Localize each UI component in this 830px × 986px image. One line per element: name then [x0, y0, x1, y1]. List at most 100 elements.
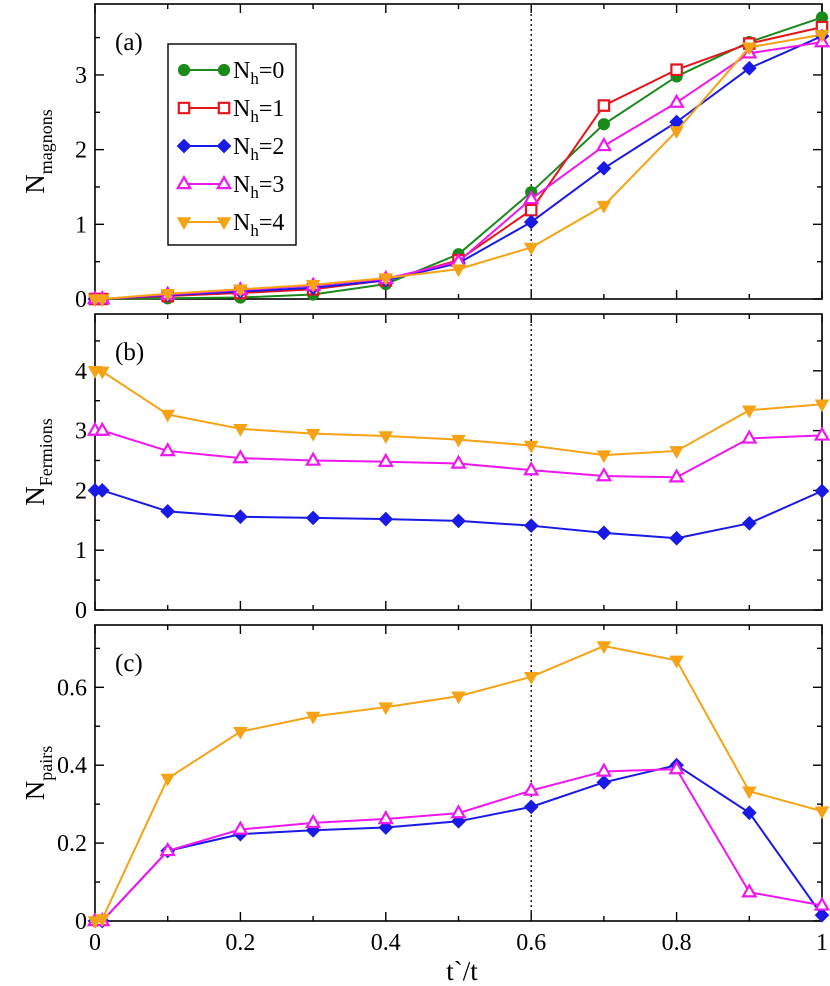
- data-point: [595, 467, 613, 482]
- data-point: [669, 126, 684, 139]
- data-point: [814, 399, 830, 413]
- y-tick-label: 1: [75, 538, 87, 564]
- x-tick-label: 0.8: [662, 930, 692, 956]
- y-tick-label: 0: [75, 598, 87, 624]
- y-tick-label: 0: [75, 287, 87, 313]
- data-point: [596, 774, 612, 790]
- legend-label: Nh=0: [233, 58, 284, 88]
- y-tick-label: 2: [75, 138, 87, 164]
- series-nh-4: [87, 366, 830, 464]
- data-point: [742, 786, 757, 800]
- legend-marker-left: [177, 63, 191, 77]
- data-point: [523, 242, 539, 256]
- legend-marker-right: [216, 217, 232, 230]
- data-point: [159, 441, 176, 457]
- data-point: [741, 429, 758, 444]
- data-point: [159, 841, 176, 857]
- data-point: [377, 452, 394, 467]
- legend-marker-right: [217, 63, 231, 77]
- data-point: [523, 672, 539, 685]
- plot-frame: [94, 624, 823, 922]
- data-point: [94, 294, 110, 307]
- y-tick-label: 3: [75, 419, 87, 445]
- y-axis-title: Nmagnons: [20, 109, 56, 194]
- series-nh-4: [87, 641, 830, 929]
- data-point: [160, 289, 175, 302]
- data-point: [813, 896, 830, 911]
- data-point: [814, 29, 830, 43]
- x-tick-label: 0.6: [516, 930, 546, 956]
- y-tick-label: 0.4: [57, 753, 87, 779]
- data-point: [523, 781, 540, 796]
- data-point: [160, 773, 175, 787]
- data-point: [597, 99, 611, 112]
- data-point: [597, 118, 611, 131]
- data-point: [596, 525, 612, 541]
- data-point: [378, 820, 394, 835]
- data-point: [523, 461, 540, 476]
- data-point: [305, 711, 321, 725]
- legend-marker-left: [176, 138, 192, 154]
- data-point: [523, 189, 540, 205]
- data-point: [524, 203, 538, 217]
- x-tick-label: 0.2: [225, 930, 255, 956]
- data-point: [595, 136, 613, 152]
- data-point: [668, 468, 685, 483]
- series-line: [95, 33, 823, 300]
- data-point: [741, 805, 757, 821]
- data-point: [814, 806, 830, 820]
- series-line: [94, 645, 823, 922]
- y-tick-label: 2: [75, 478, 87, 504]
- legend: Nh=0 Nh=1 Nh=2 Nh=3 Nh=4: [167, 43, 297, 246]
- y-tick-label: 0: [75, 909, 87, 935]
- series-line: [94, 369, 823, 457]
- data-point: [160, 409, 175, 423]
- data-point: [813, 426, 830, 441]
- x-tick-label: 0.4: [371, 930, 401, 956]
- data-point: [305, 280, 321, 293]
- series-nh-4: [87, 29, 830, 307]
- data-point: [378, 702, 394, 716]
- y-tick-label: 3: [75, 63, 87, 89]
- legend-label: Nh=2: [233, 134, 284, 164]
- legend-label: Nh=3: [233, 172, 284, 202]
- data-point: [669, 655, 684, 669]
- data-point: [523, 518, 539, 534]
- data-point: [232, 449, 249, 464]
- data-point: [523, 440, 539, 454]
- legend-marker-right: [216, 138, 232, 154]
- data-point: [304, 813, 322, 829]
- y-tick-label: 0.6: [57, 675, 87, 701]
- series-line: [95, 768, 823, 922]
- data-point: [668, 760, 685, 775]
- data-point: [742, 42, 757, 56]
- legend-marker-left: [175, 175, 193, 190]
- series-line: [95, 429, 823, 479]
- data-point: [304, 451, 322, 466]
- data-point: [741, 883, 758, 898]
- legend-marker-right: [217, 101, 231, 115]
- series-line: [95, 764, 823, 922]
- data-point: [377, 809, 394, 825]
- data-point: [596, 160, 612, 176]
- data-point: [233, 509, 248, 525]
- series-nh-2: [87, 483, 830, 546]
- data-point: [741, 515, 757, 531]
- data-point: [450, 804, 467, 819]
- y-tick-label: 0.2: [57, 831, 87, 857]
- data-point: [523, 214, 539, 230]
- legend-label: Nh=4: [233, 210, 284, 240]
- y-axis-title: NFermions: [20, 418, 56, 506]
- legend-marker-right: [215, 175, 233, 190]
- panel-label: (a): [115, 29, 143, 56]
- data-point: [378, 431, 394, 444]
- y-axis-title: Npairs: [20, 746, 56, 801]
- x-axis-title: t`/t: [446, 956, 478, 986]
- data-point: [596, 641, 612, 655]
- data-point: [305, 428, 321, 442]
- data-point: [451, 513, 466, 529]
- legend-label: Nh=1: [233, 96, 284, 126]
- data-point: [94, 421, 111, 436]
- series-nh-3: [86, 421, 830, 483]
